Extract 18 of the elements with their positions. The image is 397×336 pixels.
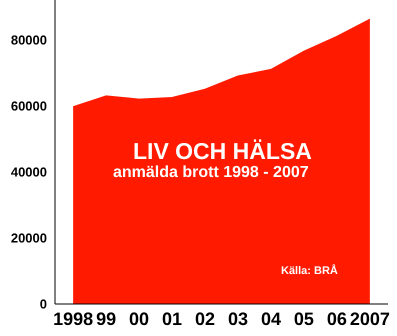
x-tick-label: 01 [162, 308, 182, 329]
text: anmälda brott 1998 - 2007 [113, 164, 309, 182]
x-tick-label: 00 [129, 308, 150, 329]
y-tick-label: 60000 [10, 98, 47, 114]
y-tick-label: 40000 [10, 164, 47, 180]
text: LIV OCH HÄLSA [133, 138, 312, 165]
y-tick-label: 0 [40, 296, 47, 312]
x-tick-label: 06 [326, 308, 347, 329]
x-tick-label: 02 [195, 308, 216, 329]
y-tick-label: 20000 [10, 230, 47, 246]
x-tick-label: 05 [294, 308, 314, 329]
x-tick-label: 99 [96, 308, 116, 329]
y-tick-label: 80000 [10, 32, 47, 48]
x-tick-label: 03 [228, 308, 248, 329]
x-tick-label: 04 [260, 308, 281, 329]
annotation: Källa: BRÅ [281, 265, 338, 277]
x-tick-label: 1998 [53, 308, 94, 329]
x-tick-label: 2007 [350, 308, 390, 329]
